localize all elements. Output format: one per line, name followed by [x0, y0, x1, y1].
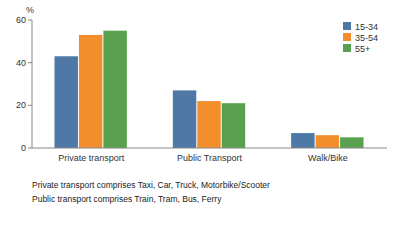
x-axis-line — [32, 148, 387, 149]
y-tick-label: 60 — [16, 15, 26, 25]
bar — [340, 137, 363, 148]
bar — [222, 103, 245, 148]
bar — [79, 35, 102, 148]
y-tick — [28, 20, 32, 21]
legend-label: 55+ — [355, 44, 370, 54]
y-tick-label: 0 — [21, 143, 26, 153]
footnote: Private transport comprises Taxi, Car, T… — [32, 180, 270, 190]
bar — [54, 56, 77, 148]
bar — [173, 90, 196, 148]
y-tick — [28, 62, 32, 63]
legend-swatch — [343, 22, 351, 30]
bar — [316, 135, 339, 148]
legend-label: 35-54 — [355, 33, 378, 43]
bars — [54, 31, 363, 148]
y-axis-line — [32, 20, 33, 148]
y-axis-label: % — [26, 5, 34, 15]
y-tick — [28, 148, 32, 149]
x-tick-label: Public Transport — [177, 153, 243, 163]
legend-swatch — [343, 33, 351, 41]
footnote: Public transport comprises Train, Tram, … — [32, 194, 222, 204]
chart: 0 20 40 60% Private transport Public Transpor… — [0, 0, 397, 227]
bar — [197, 101, 220, 148]
y-tick — [28, 105, 32, 106]
y-tick-label: 20 — [16, 100, 26, 110]
bar — [103, 31, 126, 148]
bar — [291, 133, 314, 148]
x-tick-label: Walk/Bike — [308, 153, 348, 163]
legend-swatch — [343, 44, 351, 52]
y-tick-label: 40 — [16, 58, 26, 68]
legend-label: 15-34 — [355, 22, 378, 32]
legend: 15-3435-5455+ — [343, 22, 378, 54]
x-tick-label: Private transport — [58, 153, 125, 163]
